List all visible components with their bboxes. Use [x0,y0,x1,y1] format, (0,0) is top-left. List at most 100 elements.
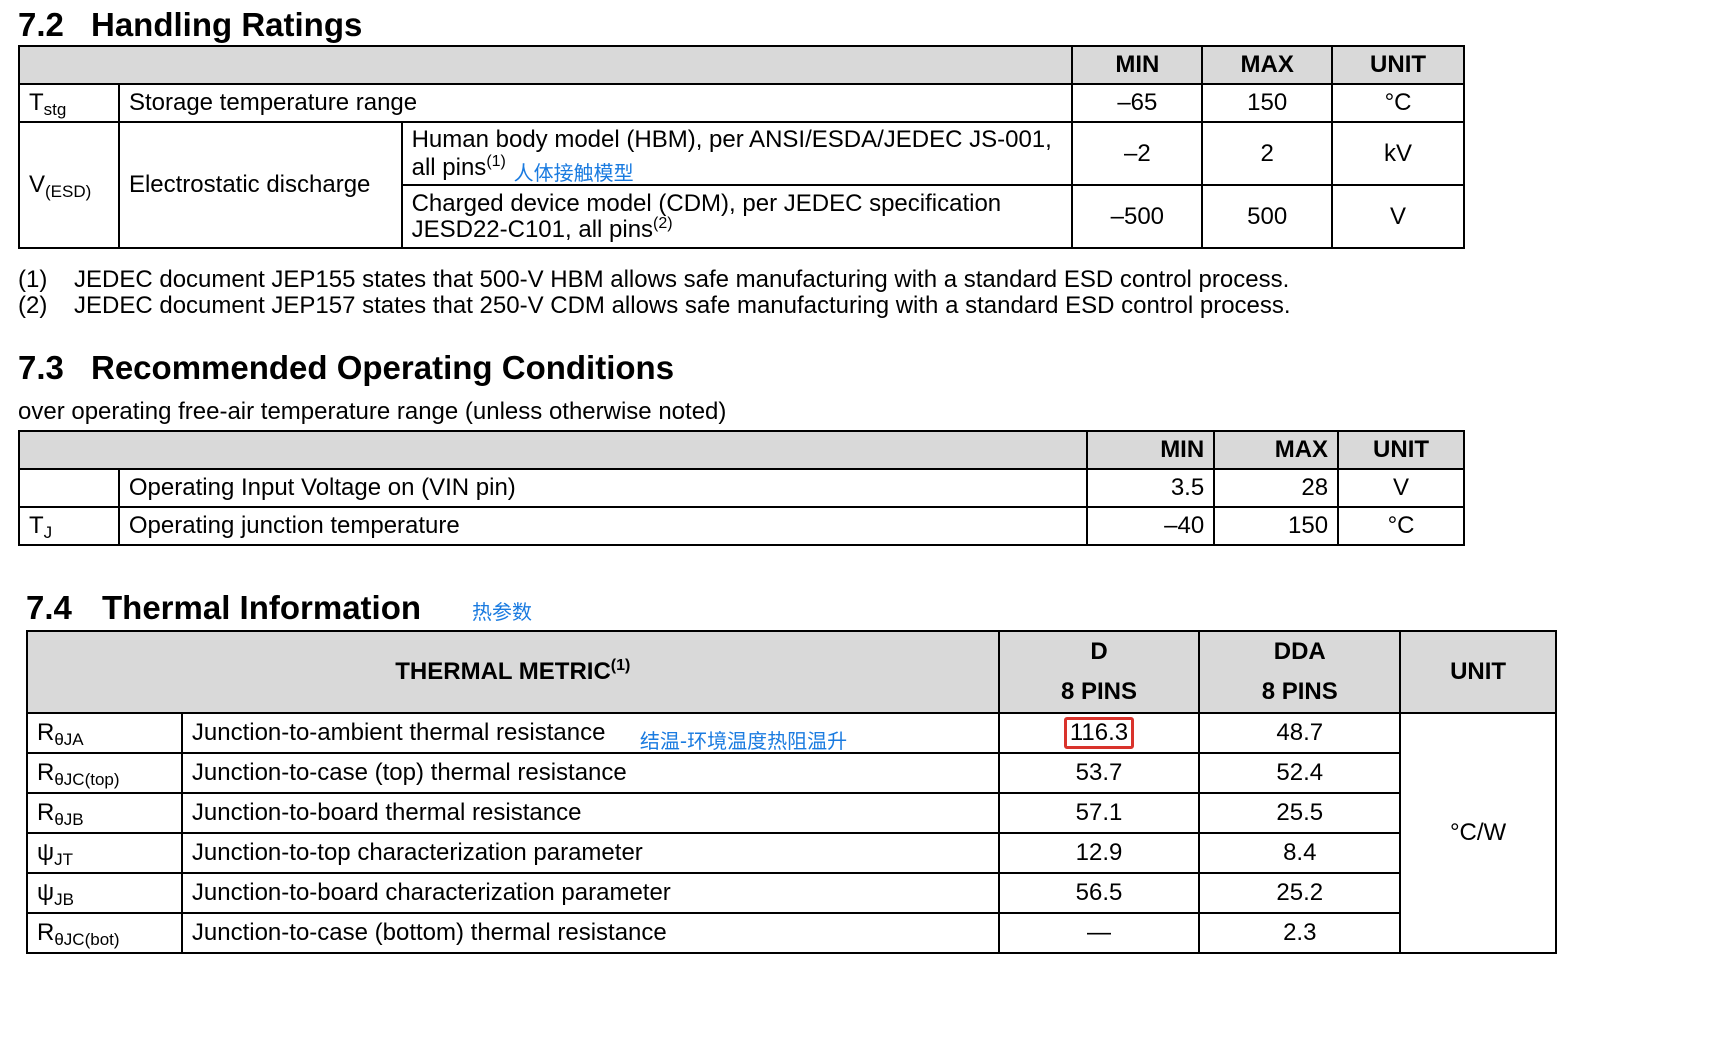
dda-value-cell: 25.2 [1198,872,1402,914]
description-cell: Junction-to-ambient thermal resistance 结… [180,712,1000,754]
annotation-note: 结温-环境温度热阻温升 [639,729,848,753]
footnote-ref: (1) [610,657,631,674]
symbol-cell: ψJB [26,872,183,914]
header-max: MAX [1201,45,1334,85]
dda-value-cell: 25.5 [1198,792,1402,834]
description-cell: Junction-to-case (bottom) thermal resist… [180,912,1000,954]
table-row: Tstg Storage temperature range –65 150 °… [18,83,1465,123]
table-row: ψJB Junction-to-board characterization p… [26,872,1556,914]
section-subtitle: over operating free-air temperature rang… [18,398,727,425]
table-header-row: MIN MAX UNIT [17,45,1465,85]
unit-cell: kV [1331,121,1465,186]
symbol-cell: RθJC(top) [26,752,183,794]
max-cell: 150 [1201,83,1334,123]
min-cell: –2 [1071,121,1204,186]
section-7-2-title: 7.2 Handling Ratings [18,6,362,44]
footnote-ref: (1) [486,152,506,170]
section-number: 7.4 [26,589,72,626]
table-row: RθJC(top) Junction-to-case (top) thermal… [26,752,1556,794]
header-metric: THERMAL METRIC(1) [26,630,1000,714]
max-cell: 28 [1213,468,1340,508]
dda-value-cell: 52.4 [1198,752,1402,794]
table-row: ψJT Junction-to-top characterization par… [26,832,1556,874]
symbol-cell: RθJB [26,792,183,834]
header-unit: UNIT [1399,630,1557,714]
symbol-cell: TJ [18,506,120,546]
description-cell: Junction-to-top characterization paramet… [180,832,1000,874]
min-cell: –65 [1071,83,1204,123]
header-dda-package: DDA 8 PINS [1198,630,1402,714]
symbol-cell: RθJC(bot) [26,912,183,954]
table-row: RθJC(bot) Junction-to-case (bottom) ther… [26,912,1556,954]
table-row: V(ESD) Electrostatic discharge Human bod… [18,121,1465,249]
title-annotation: 热参数 [472,600,532,624]
footnote-2: (2) JEDEC document JEP157 states that 250… [18,292,1291,319]
handling-ratings-table: MIN MAX UNIT Tstg Storage temperature ra… [17,45,1465,249]
d-value-cell: 116.3 [997,712,1201,754]
dda-value-cell: 8.4 [1198,832,1402,874]
d-value-cell: 12.9 [997,832,1201,874]
min-cell: –40 [1086,506,1216,546]
description-cell: Operating Input Voltage on (VIN pin) [117,468,1089,508]
symbol-cell: V(ESD) [18,121,120,249]
symbol-cell: ψJT [26,832,183,874]
unit-cell: °C [1331,83,1465,123]
section-number: 7.3 [18,349,64,386]
dda-value-cell: 2.3 [1198,912,1402,954]
table-row: RθJA Junction-to-ambient thermal resista… [26,712,1557,954]
d-value-cell: 53.7 [997,752,1201,794]
operating-conditions-table: MIN MAX UNIT Operating Input Voltage on … [17,430,1465,546]
symbol-cell [18,468,120,508]
table-row: Operating Input Voltage on (VIN pin) 3.5… [18,468,1465,508]
d-value-cell: — [997,912,1201,954]
table-row: Charged device model (CDM), per JEDEC sp… [19,184,1465,249]
highlighted-value: 116.3 [1063,717,1135,749]
table-row: RθJB Junction-to-board thermal resistanc… [26,792,1556,834]
description-cell: Junction-to-board characterization param… [180,872,1000,914]
condition-text: Charged device model (CDM), per JEDEC sp… [411,189,1002,243]
d-value-cell: 56.5 [997,872,1201,914]
header-min: MIN [1071,45,1204,85]
description-cell: Storage temperature range [117,83,1074,123]
max-cell: 150 [1213,506,1340,546]
header-max: MAX [1213,430,1340,470]
header-blank [17,45,1074,85]
section-title-text: Handling Ratings [91,6,363,43]
section-number: 7.2 [18,6,64,43]
unit-cell: V [1331,184,1465,249]
footnote-1: (1) JEDEC document JEP155 states that 500… [18,266,1290,293]
description-cell: Junction-to-board thermal resistance [180,792,1000,834]
min-cell: 3.5 [1086,468,1216,508]
annotation-note: 人体接触模型 [513,161,634,185]
unit-cell: V [1337,468,1465,508]
section-7-4-title: 7.4 Thermal Information [26,589,421,627]
condition-cell: Human body model (HBM), per ANSI/ESDA/JE… [400,121,1074,186]
symbol-cell: RθJA [26,712,183,754]
header-blank [17,430,1089,470]
min-cell: –500 [1071,184,1204,249]
header-min: MIN [1086,430,1216,470]
unit-cell: °C [1337,506,1465,546]
header-unit: UNIT [1337,430,1465,470]
dda-value-cell: 48.7 [1198,712,1402,754]
symbol-cell: Tstg [18,83,120,123]
description-cell: Operating junction temperature [117,506,1089,546]
d-value-cell: 57.1 [997,792,1201,834]
condition-text: Human body model (HBM), per ANSI/ESDA/JE… [411,125,1052,181]
description-cell: Electrostatic discharge [117,121,403,249]
footnote-ref: (2) [653,214,673,232]
condition-cell: Charged device model (CDM), per JEDEC sp… [400,184,1074,249]
section-title-text: Recommended Operating Conditions [91,349,675,386]
unit-cell: °C/W [1399,712,1557,954]
section-7-3-title: 7.3 Recommended Operating Conditions [18,349,674,387]
section-title-text: Thermal Information [102,589,422,626]
table-row: TJ Operating junction temperature –40 15… [18,506,1465,546]
description-cell: Junction-to-case (top) thermal resistanc… [180,752,1000,794]
header-unit: UNIT [1331,45,1465,85]
max-cell: 500 [1201,184,1334,249]
table-header-row: MIN MAX UNIT [17,430,1465,470]
max-cell: 2 [1201,121,1334,186]
